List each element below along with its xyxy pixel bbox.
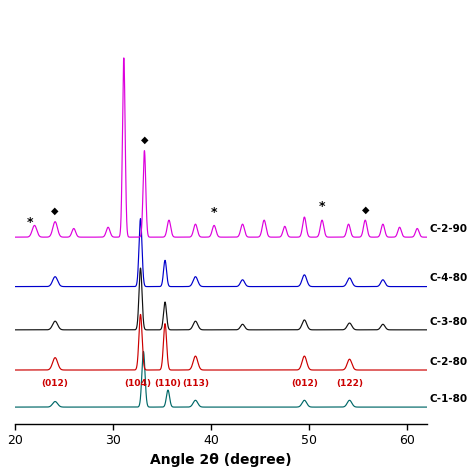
Text: *: * <box>319 201 325 213</box>
Text: (104): (104) <box>124 379 151 388</box>
Text: *: * <box>27 216 33 229</box>
Text: ◆: ◆ <box>51 206 59 216</box>
X-axis label: Angle 2θ (degree): Angle 2θ (degree) <box>150 453 292 467</box>
Text: C-1-80: C-1-80 <box>429 394 467 404</box>
Text: C-4-80: C-4-80 <box>429 273 467 283</box>
Text: (110): (110) <box>155 379 182 388</box>
Text: *: * <box>211 206 218 219</box>
Text: ◆: ◆ <box>362 205 369 215</box>
Text: (113): (113) <box>182 379 209 388</box>
Text: ◆: ◆ <box>141 135 148 145</box>
Text: C-2-80: C-2-80 <box>429 357 467 367</box>
Text: C-2-90: C-2-90 <box>429 224 467 234</box>
Text: (012): (012) <box>42 379 69 388</box>
Text: (122): (122) <box>336 379 363 388</box>
Text: C-3-80: C-3-80 <box>429 317 467 327</box>
Text: (012): (012) <box>291 379 318 388</box>
